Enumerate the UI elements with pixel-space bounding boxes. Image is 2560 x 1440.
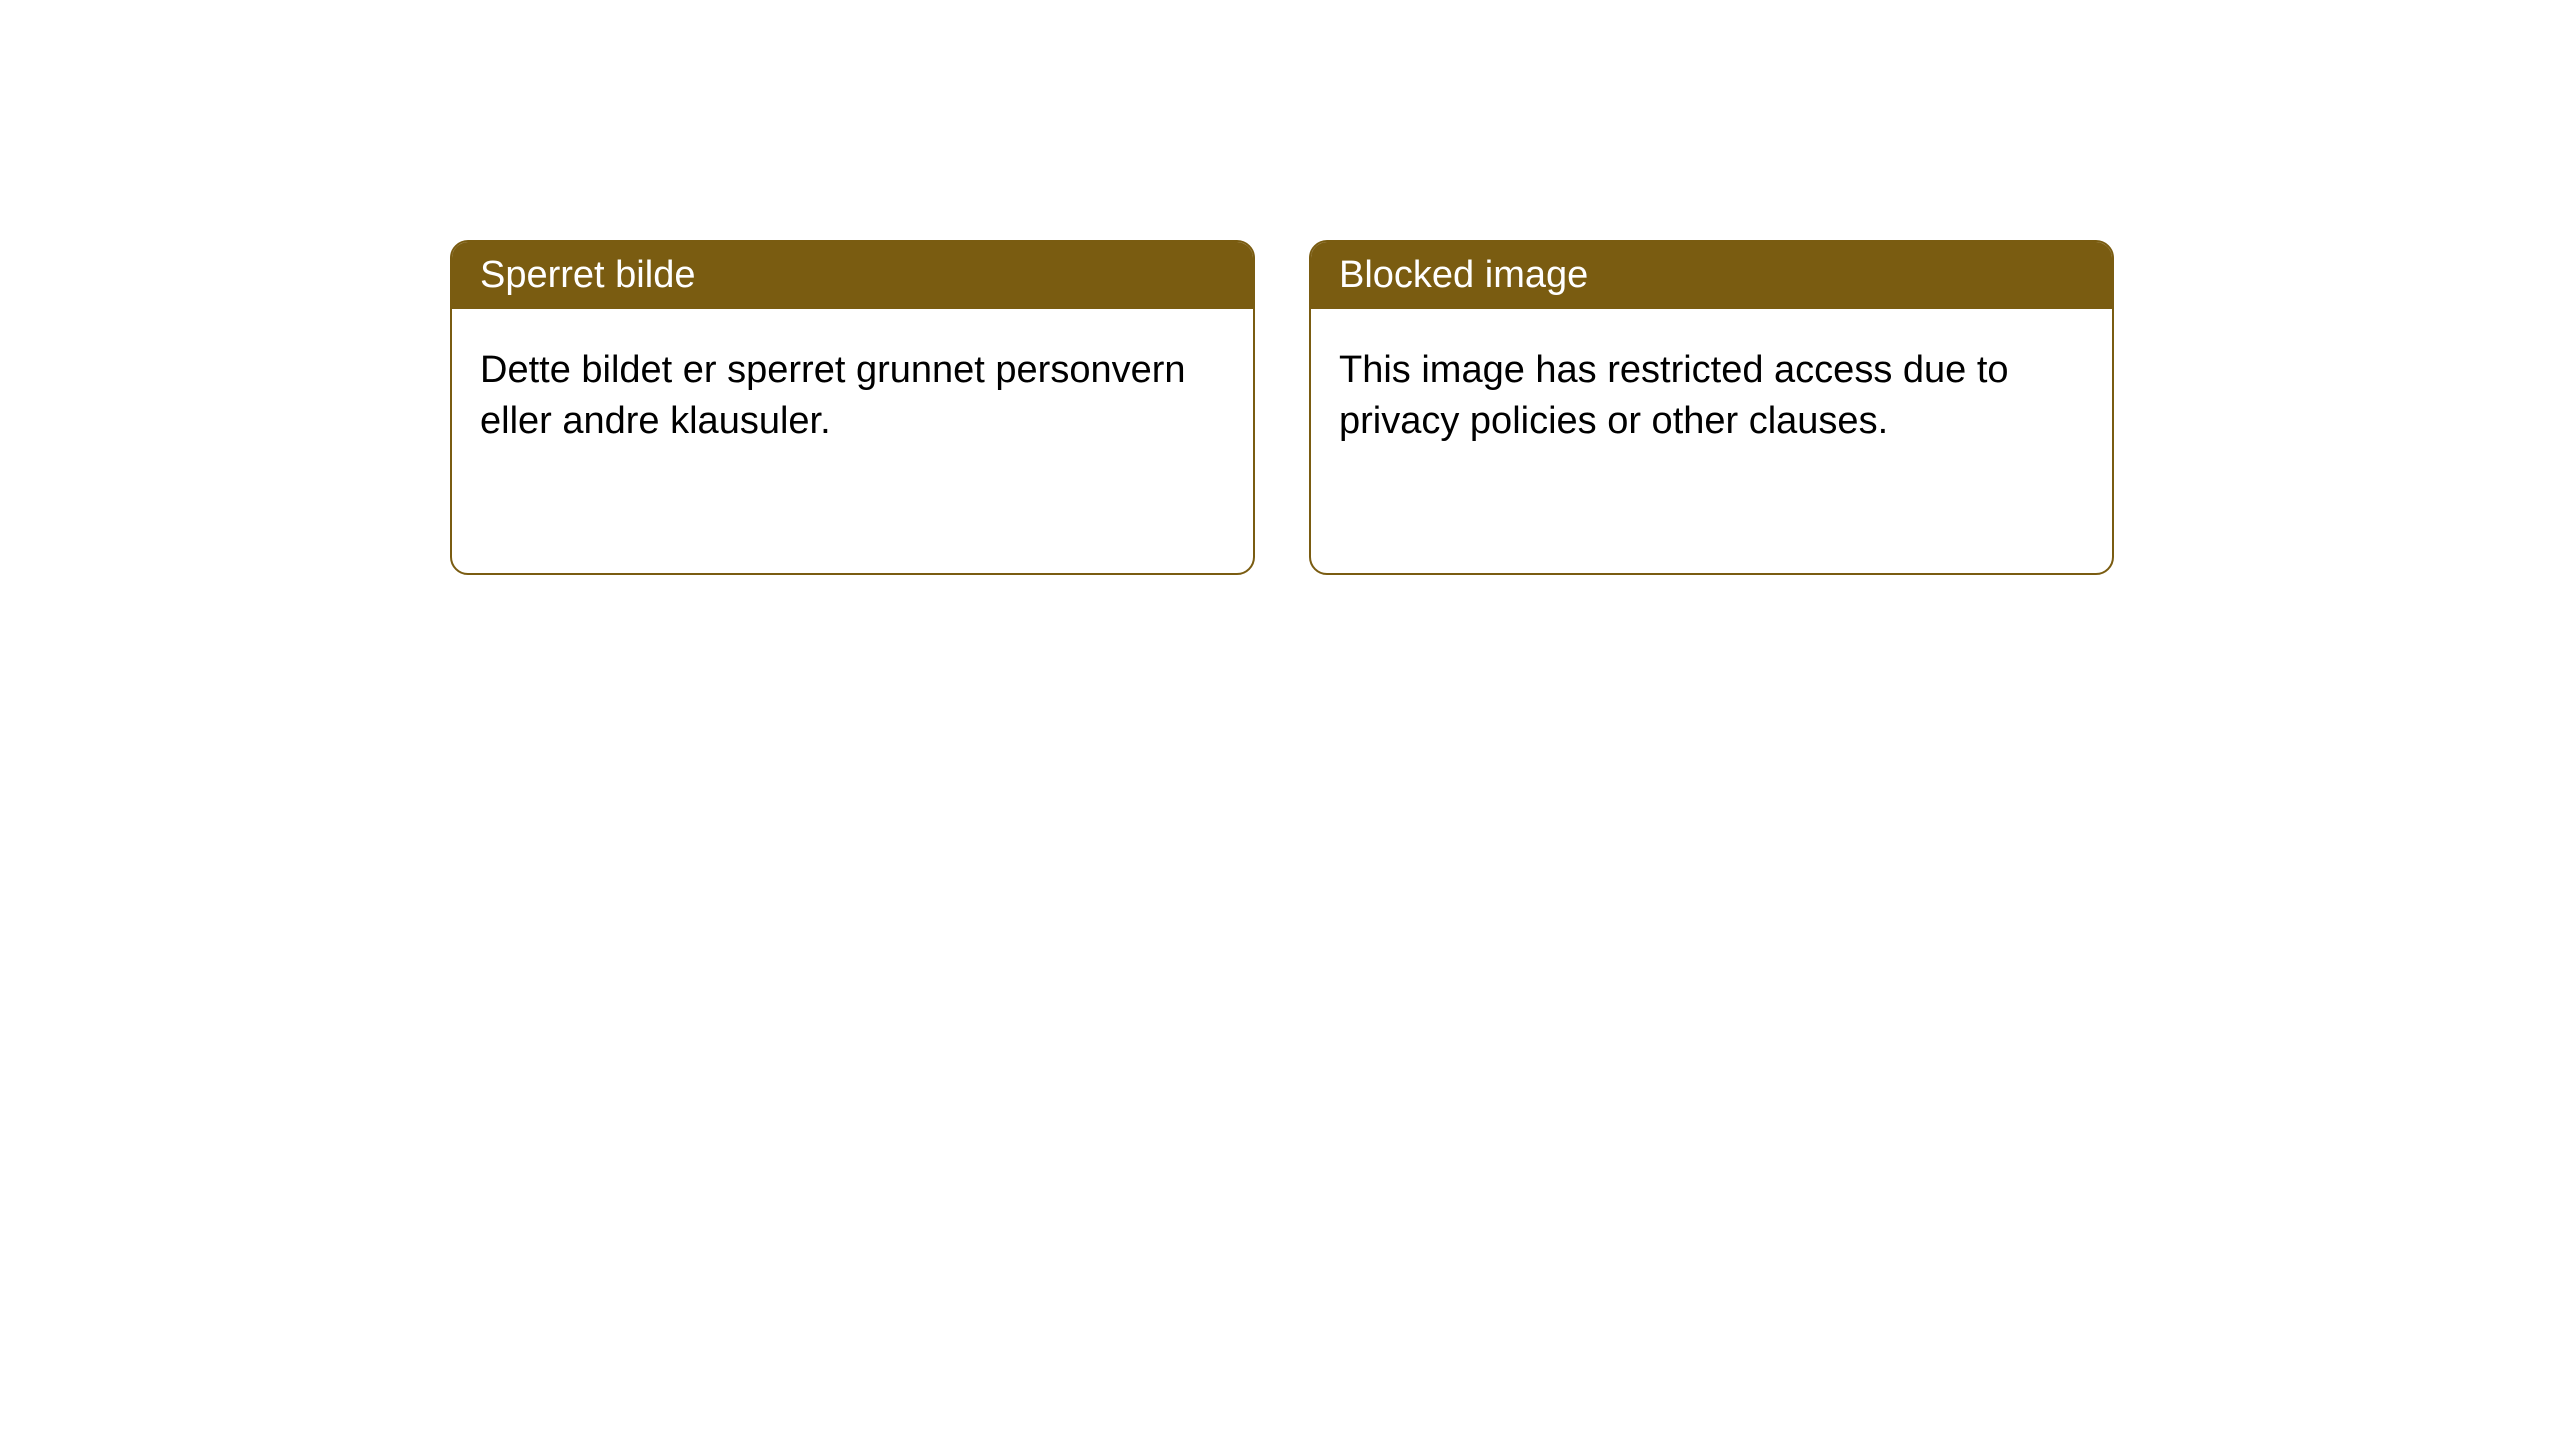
blocked-card-english: Blocked image This image has restricted … <box>1309 240 2114 575</box>
card-body: Dette bildet er sperret grunnet personve… <box>452 309 1253 484</box>
card-header: Blocked image <box>1311 242 2112 309</box>
card-title: Sperret bilde <box>480 254 695 296</box>
card-title: Blocked image <box>1339 254 1588 296</box>
card-body-text: Dette bildet er sperret grunnet personve… <box>480 349 1186 442</box>
card-header: Sperret bilde <box>452 242 1253 309</box>
blocked-image-cards: Sperret bilde Dette bildet er sperret gr… <box>450 240 2114 575</box>
card-body-text: This image has restricted access due to … <box>1339 349 2009 442</box>
card-body: This image has restricted access due to … <box>1311 309 2112 484</box>
blocked-card-norwegian: Sperret bilde Dette bildet er sperret gr… <box>450 240 1255 575</box>
